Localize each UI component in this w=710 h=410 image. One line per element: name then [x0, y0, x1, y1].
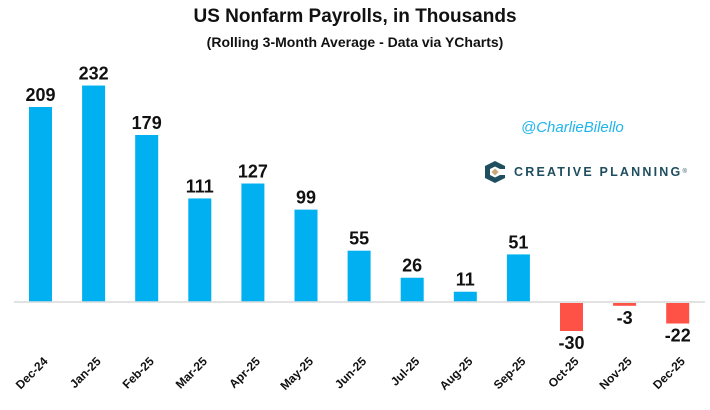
value-label-Feb-25: 179 [132, 113, 162, 133]
x-tick-May-25: May-25 [277, 354, 316, 393]
bar-Oct-25 [560, 303, 583, 331]
bar-Apr-25 [241, 183, 265, 302]
value-label-Mar-25: 111 [186, 176, 214, 196]
value-label-Jan-25: 232 [79, 64, 109, 84]
bar-Dec-25 [666, 303, 690, 324]
creative-planning-logo-icon [485, 161, 505, 183]
value-label-Oct-25: -30 [558, 333, 584, 353]
x-tick-labels-group: Dec-24 Jan-25 Feb-25 Mar-25 Apr-25 May-25 Jun-… [13, 354, 688, 393]
x-tick-Sep-25: Sep-25 [491, 354, 529, 392]
value-label-Dec-24: 209 [25, 85, 55, 105]
value-label-Aug-25: 11 [456, 270, 475, 290]
value-label-Apr-25: 127 [238, 162, 268, 182]
chart-subtitle: (Rolling 3-Month Average - Data via YCha… [206, 34, 504, 50]
x-tick-Jan-25: Jan-25 [67, 354, 104, 391]
x-tick-Apr-25: Apr-25 [226, 354, 263, 391]
x-tick-Mar-25: Mar-25 [173, 354, 210, 391]
bar-Jan-25 [82, 85, 106, 302]
author-handle: @CharlieBilello [521, 119, 624, 136]
x-tick-Nov-25: Nov-25 [597, 354, 635, 392]
brand-name: CREATIVE PLANNING [514, 165, 683, 179]
chart-title: US Nonfarm Payrolls, in Thousands [193, 6, 517, 27]
x-tick-Dec-25: Dec-25 [650, 354, 688, 392]
bar-Jun-25 [347, 250, 371, 302]
x-tick-Dec-24: Dec-24 [13, 354, 51, 392]
bar-Feb-25 [135, 134, 159, 302]
value-label-Nov-25: -3 [617, 308, 633, 328]
value-label-May-25: 99 [296, 188, 316, 208]
bar-Nov-25 [613, 303, 637, 306]
bar-Aug-25 [453, 291, 477, 302]
registered-mark: ® [682, 169, 687, 175]
value-label-Sep-25: 51 [508, 232, 528, 252]
x-tick-Oct-25: Oct-25 [545, 354, 582, 391]
bars-group [29, 85, 690, 331]
x-tick-Aug-25: Aug-25 [437, 354, 476, 393]
bar-Jul-25 [400, 277, 424, 302]
value-label-Dec-25: -22 [665, 326, 691, 346]
value-label-Jul-25: 26 [402, 256, 422, 276]
bar-Dec-24 [29, 107, 52, 303]
x-tick-Feb-25: Feb-25 [120, 354, 157, 391]
value-labels-group: 209 232 179 111 127 99 55 26 11 51 -30 -3 -22 [25, 64, 690, 353]
brand-logo: CREATIVE PLANNING ® [484, 160, 687, 184]
x-tick-Jul-25: Jul-25 [388, 354, 423, 389]
bar-Mar-25 [188, 198, 212, 302]
bar-May-25 [294, 209, 318, 302]
value-label-Jun-25: 55 [349, 229, 369, 249]
x-tick-Jun-25: Jun-25 [332, 354, 369, 391]
bar-Sep-25 [506, 254, 530, 302]
